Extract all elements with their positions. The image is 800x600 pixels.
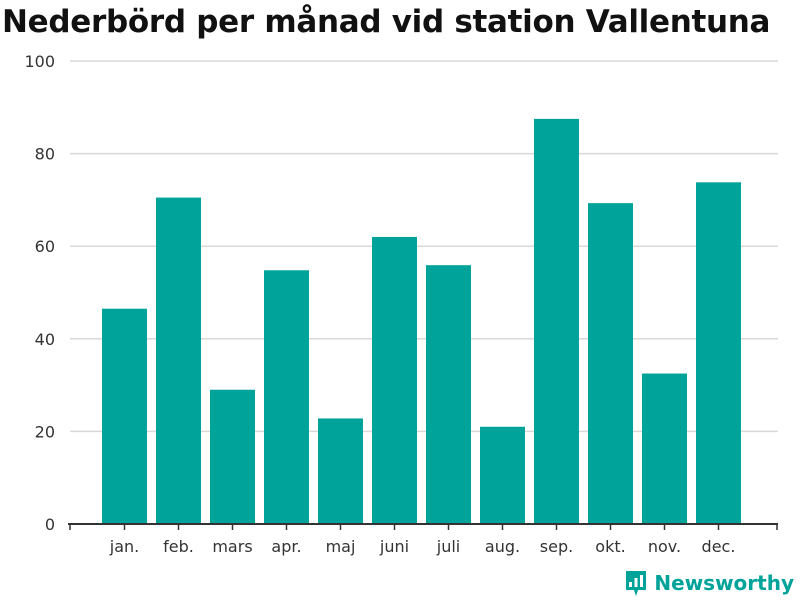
x-tick-label: sep.	[540, 537, 573, 556]
x-tick-label: nov.	[648, 537, 681, 556]
x-axis	[68, 523, 778, 530]
bar	[480, 426, 525, 524]
bar	[318, 418, 363, 524]
y-tick-label: 40	[35, 330, 55, 349]
x-tick-label: juli	[436, 537, 460, 556]
y-tick-label: 80	[35, 145, 55, 164]
y-tick-label: 100	[24, 52, 55, 71]
bar	[696, 182, 741, 524]
newsworthy-logo: Newsworthy	[624, 569, 794, 597]
chart-title: Nederbörd per månad vid station Vallentu…	[2, 4, 771, 40]
bar	[426, 265, 471, 524]
y-tick-label: 20	[35, 422, 55, 441]
x-tick-label: okt.	[595, 537, 625, 556]
bar	[534, 118, 579, 524]
y-tick-label: 0	[45, 515, 55, 534]
bar	[372, 236, 417, 524]
bar	[264, 270, 309, 524]
y-axis-ticks: 0 20 40 60 80 100	[24, 52, 55, 534]
x-axis-ticks: jan. feb. mars apr. maj juni juli aug. sep. okt. n…	[109, 524, 736, 556]
x-tick-label: juni	[379, 537, 409, 556]
bar	[102, 308, 147, 524]
x-tick-label: aug.	[485, 537, 520, 556]
x-tick-label: feb.	[163, 537, 194, 556]
x-tick-label: jan.	[109, 537, 139, 556]
x-tick-label: maj	[326, 537, 356, 556]
x-tick-label: mars	[212, 537, 252, 556]
bar	[642, 373, 687, 524]
y-tick-label: 60	[35, 237, 55, 256]
bar	[588, 203, 633, 525]
x-tick-label: apr.	[271, 537, 301, 556]
bar-chart-logo-icon	[626, 571, 647, 596]
bar	[210, 389, 255, 524]
bar	[156, 197, 201, 524]
bars	[102, 118, 741, 525]
brand-name: Newsworthy	[654, 571, 794, 595]
x-tick-label: dec.	[702, 537, 736, 556]
